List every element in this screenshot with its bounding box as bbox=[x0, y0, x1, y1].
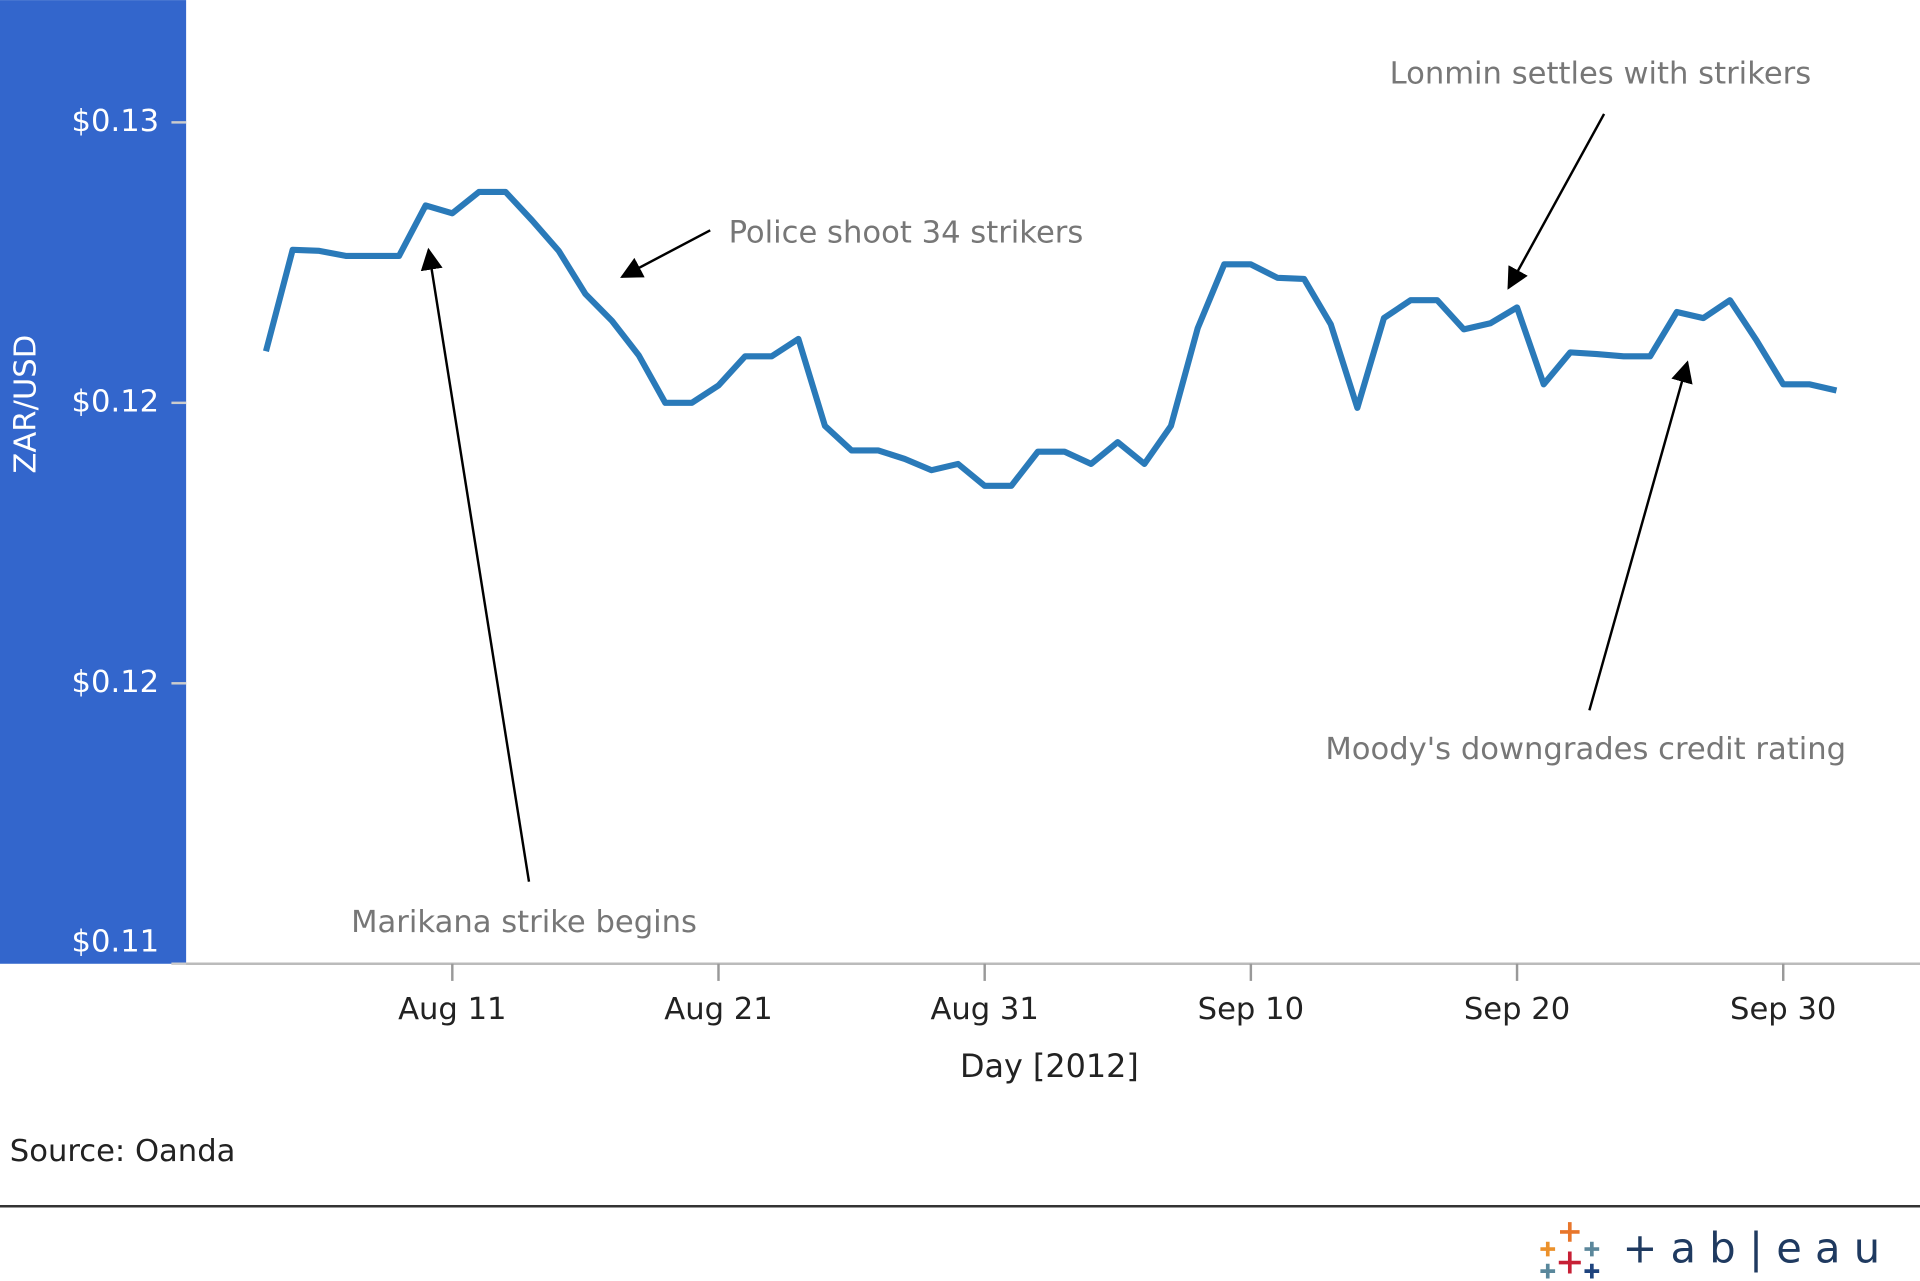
x-tick-label: Aug 11 bbox=[398, 992, 506, 1027]
logo: + a b | e a u bbox=[1622, 1224, 1880, 1273]
logo-icon bbox=[1540, 1222, 1600, 1279]
annotation-arrow bbox=[620, 229, 711, 278]
line bbox=[262, 188, 1838, 489]
x-tick-label: Sep 20 bbox=[1464, 992, 1570, 1027]
annotation-arrow bbox=[1588, 360, 1693, 711]
annotation: Marikana strike begins bbox=[351, 905, 697, 940]
source: Source: Oanda bbox=[10, 1134, 236, 1169]
annotation-arrow bbox=[1507, 113, 1606, 290]
x-tick-label: Aug 21 bbox=[664, 992, 772, 1027]
annotation: Moody's downgrades credit rating bbox=[1325, 732, 1846, 767]
x-tick-label: Aug 31 bbox=[930, 992, 1038, 1027]
x-tick-label: Sep 10 bbox=[1198, 992, 1304, 1027]
y-tick-label: $0.13 bbox=[72, 104, 160, 139]
y-tick-label: $0.11 bbox=[72, 924, 160, 959]
y-axis-label: ZAR/USD bbox=[8, 335, 43, 474]
x-axis-label: Day [2012] bbox=[960, 1047, 1139, 1085]
annotation-arrow bbox=[420, 247, 531, 882]
y-tick-label: $0.12 bbox=[72, 384, 160, 419]
axis-panel bbox=[0, 0, 187, 964]
annotation: Lonmin settles with strikers bbox=[1390, 56, 1812, 91]
annotation: Police shoot 34 strikers bbox=[729, 215, 1084, 250]
y-tick-label: $0.12 bbox=[72, 665, 160, 700]
x-tick-label: Sep 30 bbox=[1730, 992, 1836, 1027]
